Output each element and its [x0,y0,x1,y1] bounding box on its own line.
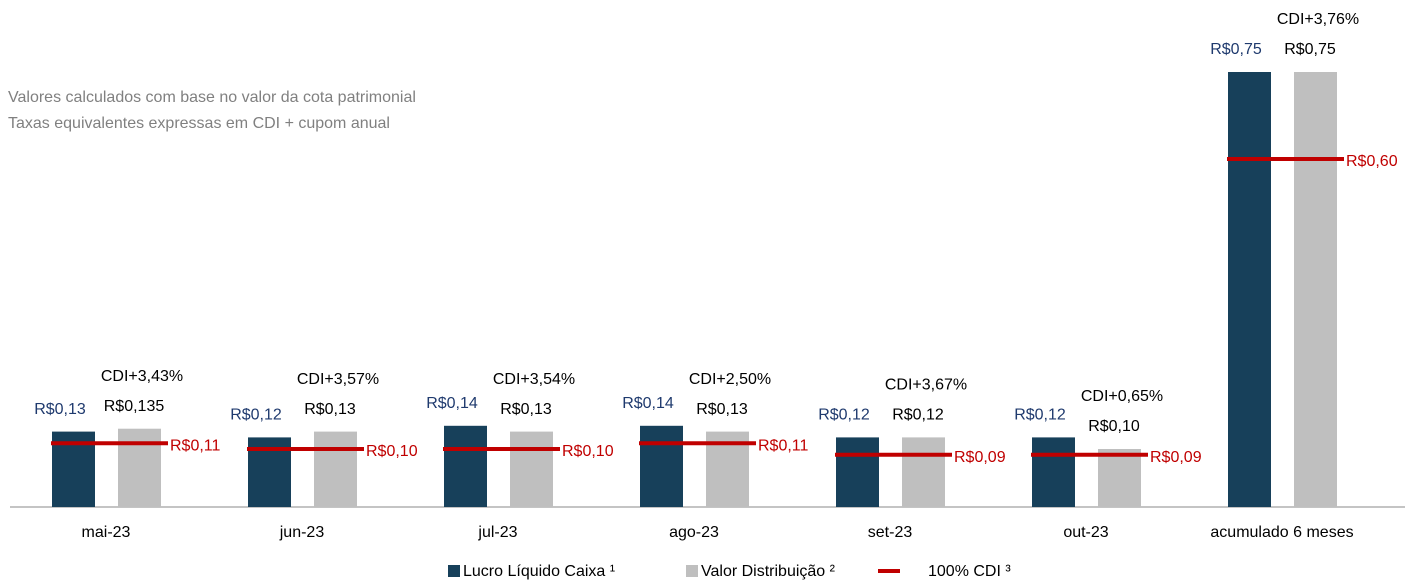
value-label: R$0,12 [230,407,282,424]
bar [1228,72,1271,507]
legend-label: Lucro Líquido Caixa ¹ [463,563,615,580]
value-label: R$0,13 [34,401,86,418]
value-label: R$0,12 [818,407,870,424]
x-tick-label: out-23 [1063,524,1108,541]
value-label: R$0,14 [426,395,478,412]
value-label: R$0,75 [1210,41,1262,58]
bar [118,428,161,507]
x-tick-label: ago-23 [669,524,719,541]
annotation: CDI+3,67% [885,377,967,394]
bar [314,431,357,507]
value-label: R$0,10 [1088,418,1140,435]
bar [1294,72,1337,507]
bar [640,425,683,507]
value-label: R$0,11 [758,437,809,454]
bar [444,425,487,507]
legend-swatch [686,565,698,577]
bar [1098,449,1141,507]
annotation: CDI+3,43% [101,368,183,385]
value-label: R$0,13 [696,401,748,418]
x-tick-label: acumulado 6 meses [1210,524,1353,541]
annotation: CDI+0,65% [1081,388,1163,405]
bar [902,437,945,507]
annotation: CDI+3,54% [493,371,575,388]
value-label: R$0,13 [500,401,552,418]
x-tick-label: jul-23 [477,524,517,541]
value-label: R$0,09 [954,449,1006,466]
x-tick-label: mai-23 [82,524,131,541]
subtitle-line: Valores calculados com base no valor da … [8,89,416,106]
value-label: R$0,14 [622,395,674,412]
subtitle-line: Taxas equivalentes expressas em CDI + cu… [8,115,390,132]
value-label: R$0,13 [304,401,356,418]
value-label: R$0,10 [366,443,418,460]
value-label: R$0,12 [892,407,944,424]
legend-swatch [448,565,460,577]
annotation: CDI+3,76% [1277,11,1359,28]
annotation: CDI+3,57% [297,371,379,388]
legend-label: Valor Distribuição ² [701,563,836,580]
value-label: R$0,09 [1150,449,1202,466]
value-label: R$0,10 [562,443,614,460]
annotation: CDI+2,50% [689,371,771,388]
bar [1032,437,1075,507]
legend-label: 100% CDI ³ [928,563,1011,580]
value-label: R$0,12 [1014,407,1066,424]
bar [836,437,879,507]
x-tick-label: set-23 [868,524,913,541]
value-label: R$0,60 [1346,153,1398,170]
x-tick-label: jun-23 [279,524,325,541]
value-label: R$0,75 [1284,41,1336,58]
bar [510,431,553,507]
value-label: R$0,11 [170,437,221,454]
value-label: R$0,135 [104,398,165,415]
